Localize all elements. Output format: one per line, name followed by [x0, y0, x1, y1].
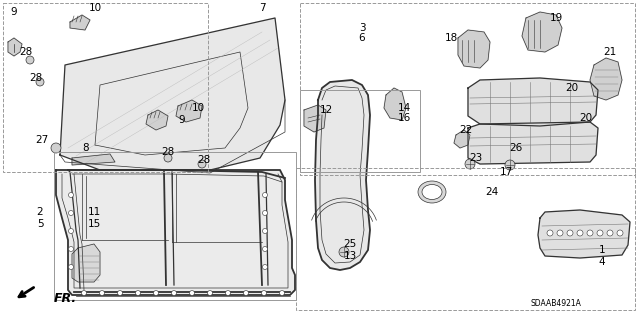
Text: 26: 26: [509, 143, 523, 153]
Text: 16: 16: [398, 113, 412, 123]
Polygon shape: [176, 100, 202, 122]
Polygon shape: [8, 38, 22, 56]
Text: 28: 28: [19, 47, 33, 57]
Circle shape: [225, 291, 230, 295]
Circle shape: [243, 291, 248, 295]
Bar: [54, 152, 296, 300]
Circle shape: [607, 230, 613, 236]
Text: 28: 28: [161, 147, 175, 157]
Circle shape: [262, 228, 268, 234]
Polygon shape: [458, 30, 490, 68]
Circle shape: [262, 247, 268, 251]
Bar: [3, 3, 208, 172]
Text: 10: 10: [192, 103, 205, 113]
Text: 15: 15: [88, 219, 100, 229]
Text: 28: 28: [197, 155, 211, 165]
Text: 3: 3: [358, 23, 365, 33]
Circle shape: [154, 291, 159, 295]
Text: 11: 11: [88, 207, 100, 217]
Text: 9: 9: [11, 7, 17, 17]
Text: 20: 20: [565, 83, 579, 93]
Polygon shape: [590, 58, 622, 100]
Polygon shape: [468, 78, 598, 126]
Polygon shape: [384, 88, 406, 120]
Circle shape: [68, 192, 74, 197]
Text: 4: 4: [598, 257, 605, 267]
Text: 28: 28: [29, 73, 43, 83]
Circle shape: [51, 143, 61, 153]
Circle shape: [99, 291, 104, 295]
Bar: [300, 90, 420, 172]
Text: 24: 24: [485, 187, 499, 197]
Circle shape: [207, 291, 212, 295]
Text: 25: 25: [344, 239, 356, 249]
Circle shape: [68, 228, 74, 234]
Circle shape: [118, 291, 122, 295]
Circle shape: [262, 211, 268, 216]
Text: 6: 6: [358, 33, 365, 43]
Text: 14: 14: [398, 103, 412, 113]
Text: 19: 19: [549, 13, 563, 23]
Circle shape: [465, 159, 475, 169]
Text: 1: 1: [598, 245, 605, 255]
Polygon shape: [538, 210, 630, 258]
Ellipse shape: [422, 184, 442, 199]
Polygon shape: [56, 170, 295, 295]
Circle shape: [189, 291, 195, 295]
Circle shape: [81, 291, 86, 295]
Text: 8: 8: [83, 143, 90, 153]
Bar: [300, 3, 635, 175]
Text: 21: 21: [604, 47, 616, 57]
Circle shape: [262, 264, 268, 270]
Circle shape: [164, 154, 172, 162]
Text: SDAAB4921A: SDAAB4921A: [531, 300, 581, 308]
Circle shape: [262, 192, 268, 197]
Circle shape: [547, 230, 553, 236]
Text: 20: 20: [579, 113, 593, 123]
Circle shape: [68, 264, 74, 270]
Bar: [296, 168, 635, 310]
Circle shape: [577, 230, 583, 236]
Circle shape: [567, 230, 573, 236]
Circle shape: [280, 291, 285, 295]
Circle shape: [136, 291, 141, 295]
Polygon shape: [454, 130, 470, 148]
Polygon shape: [468, 122, 598, 164]
Circle shape: [597, 230, 603, 236]
Circle shape: [68, 247, 74, 251]
Circle shape: [172, 291, 177, 295]
Circle shape: [587, 230, 593, 236]
Polygon shape: [70, 15, 90, 30]
Text: 22: 22: [460, 125, 472, 135]
Polygon shape: [72, 154, 115, 165]
Text: 17: 17: [499, 167, 513, 177]
Text: FR.: FR.: [54, 292, 77, 305]
Text: 12: 12: [320, 105, 333, 115]
Polygon shape: [304, 105, 326, 132]
Circle shape: [505, 160, 515, 170]
Text: 23: 23: [469, 153, 483, 163]
Polygon shape: [315, 80, 370, 270]
Text: 18: 18: [445, 33, 458, 43]
Circle shape: [198, 160, 206, 168]
Text: 9: 9: [178, 115, 184, 125]
Circle shape: [339, 247, 349, 257]
Circle shape: [557, 230, 563, 236]
Polygon shape: [146, 110, 168, 130]
Circle shape: [68, 211, 74, 216]
Ellipse shape: [418, 181, 446, 203]
Polygon shape: [72, 244, 100, 282]
Circle shape: [36, 78, 44, 86]
Circle shape: [617, 230, 623, 236]
Circle shape: [262, 291, 266, 295]
Text: 27: 27: [35, 135, 48, 145]
Polygon shape: [522, 12, 562, 52]
Text: 2: 2: [36, 207, 44, 217]
Text: 10: 10: [88, 3, 102, 13]
Text: 13: 13: [344, 251, 356, 261]
Polygon shape: [60, 18, 285, 170]
Text: 5: 5: [36, 219, 44, 229]
Circle shape: [26, 56, 34, 64]
Text: 7: 7: [259, 3, 266, 13]
